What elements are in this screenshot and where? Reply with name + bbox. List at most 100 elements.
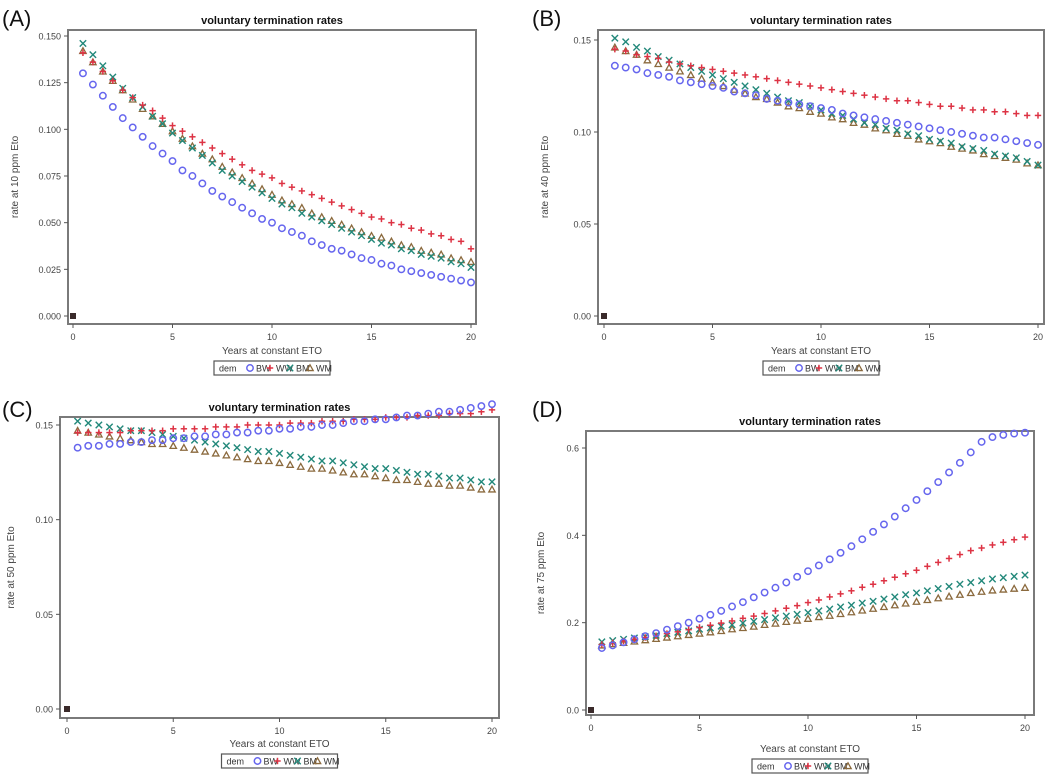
data-point-bw xyxy=(98,91,107,100)
data-point-ww xyxy=(815,596,823,604)
data-point-bm xyxy=(357,232,366,240)
data-point-wm xyxy=(760,620,769,629)
data-point-bw xyxy=(381,415,390,424)
data-point-bm xyxy=(958,143,966,151)
legend-marker-ww xyxy=(804,762,812,770)
data-point-ww xyxy=(119,86,126,94)
data-point-ww xyxy=(116,429,124,436)
data-point-bm xyxy=(243,445,252,454)
data-point-bw xyxy=(201,432,210,441)
data-point-ww xyxy=(288,184,296,191)
data-point-ww xyxy=(763,75,770,82)
data-point-bw xyxy=(264,426,273,435)
legend-marker-ww xyxy=(274,757,281,765)
data-point-wm xyxy=(397,240,406,249)
data-point-ww xyxy=(696,624,703,631)
data-point-bw xyxy=(243,428,252,437)
data-point-ww xyxy=(924,563,931,570)
data-point-bw xyxy=(360,417,369,426)
data-point-bw xyxy=(773,96,782,105)
data-point-ww xyxy=(393,414,400,421)
data-point-bm xyxy=(278,200,286,208)
data-point-wm xyxy=(803,614,813,622)
data-point-bw xyxy=(741,89,749,98)
y-tick-label: 0.000 xyxy=(38,312,61,322)
data-point-ww xyxy=(338,202,345,210)
data-point-ww xyxy=(79,49,87,56)
data-point-wm xyxy=(287,199,297,208)
data-point-ww xyxy=(839,88,846,95)
data-point-bw xyxy=(608,641,617,650)
data-point-bm xyxy=(477,478,486,486)
data-point-wm xyxy=(716,626,726,635)
x-tick-label: 0 xyxy=(588,723,593,733)
data-point-bm xyxy=(298,209,306,218)
data-point-bw xyxy=(793,572,802,581)
legend-label-wm: WM xyxy=(865,364,881,374)
y-tick-label: 0.15 xyxy=(573,36,591,46)
data-point-bw xyxy=(717,606,726,615)
data-point-bw xyxy=(827,105,836,114)
data-point-bw xyxy=(697,80,706,89)
data-point-bw xyxy=(198,179,207,188)
y-tick-label: 0.15 xyxy=(35,421,53,431)
data-point-wm xyxy=(727,624,737,633)
data-point-bm xyxy=(148,112,157,120)
data-point-wm xyxy=(94,429,104,438)
data-point-bw xyxy=(318,421,326,429)
data-point-ww xyxy=(170,425,177,432)
data-point-bw xyxy=(238,203,247,212)
legend-label-ww: WW xyxy=(284,757,301,767)
data-point-wm xyxy=(814,612,824,621)
data-point-wm xyxy=(706,627,715,636)
data-point-bw xyxy=(979,133,988,142)
data-point-bw xyxy=(1034,140,1042,149)
data-point-bw xyxy=(708,82,717,90)
data-point-wm xyxy=(466,482,476,491)
data-point-bm xyxy=(945,582,953,591)
data-point-wm xyxy=(487,484,497,493)
series-bm xyxy=(70,39,475,319)
data-point-bm xyxy=(318,457,326,465)
data-point-bm xyxy=(990,150,999,158)
data-point-wm xyxy=(297,203,307,211)
x-axis-label: Years at constant ETO xyxy=(771,346,871,357)
data-point-ww xyxy=(859,584,866,591)
data-point-ww xyxy=(709,66,716,73)
y-tick-label: 0.05 xyxy=(573,220,591,230)
data-point-ww xyxy=(707,622,714,629)
data-point-bw xyxy=(860,113,869,122)
data-point-bm xyxy=(893,126,901,134)
data-point-bw xyxy=(158,149,167,158)
data-point-bw xyxy=(128,123,137,132)
data-point-bw xyxy=(1023,139,1032,147)
y-tick-label: 0.00 xyxy=(573,312,591,322)
data-point-bm xyxy=(318,217,326,225)
data-point-wm xyxy=(686,70,696,79)
data-point-wm xyxy=(998,584,1008,593)
data-point-bw xyxy=(397,265,406,274)
y-tick-label: 0.05 xyxy=(35,610,53,620)
data-point-wm xyxy=(243,454,252,463)
x-tick-label: 10 xyxy=(803,723,813,733)
data-point-bm xyxy=(258,189,266,197)
data-point-wm xyxy=(1020,583,1030,591)
data-point-ww xyxy=(848,587,855,594)
data-point-bw xyxy=(630,635,639,644)
data-point-bm xyxy=(456,474,464,482)
data-point-wm xyxy=(955,590,965,598)
chart-title: voluntary termination rates xyxy=(209,402,351,414)
data-point-ww xyxy=(109,77,116,84)
data-point-wm xyxy=(857,605,867,614)
y-axis-label: rate at 40 ppm Eto xyxy=(540,135,551,218)
data-point-bw xyxy=(806,102,815,111)
data-point-bw xyxy=(222,430,231,439)
data-point-ww xyxy=(880,577,888,584)
data-point-wm xyxy=(455,481,465,489)
data-point-bw xyxy=(934,478,943,487)
legend-marker-bm xyxy=(286,364,294,372)
data-point-bw xyxy=(817,104,825,113)
data-point-ww xyxy=(89,58,97,66)
data-point-bm xyxy=(467,476,475,484)
data-point-ww xyxy=(180,425,188,432)
